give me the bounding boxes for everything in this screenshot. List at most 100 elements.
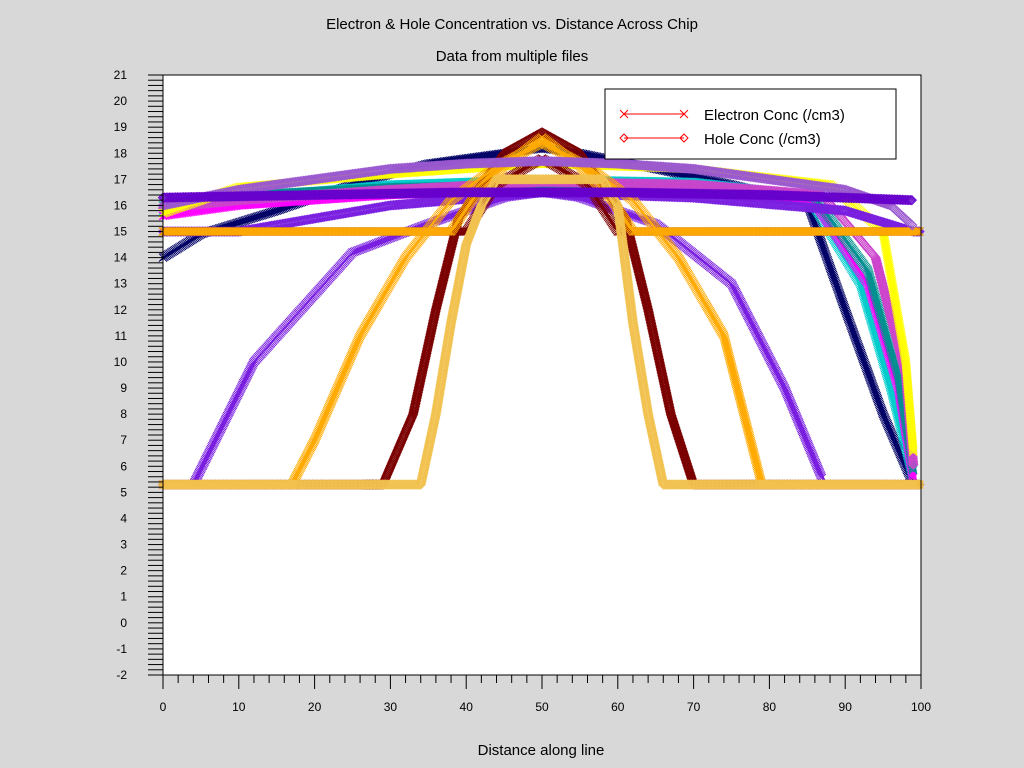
data-point: [834, 288, 844, 298]
data-point: [857, 350, 866, 359]
data-point: [817, 240, 827, 250]
data-point: [869, 382, 878, 392]
data-point: [822, 252, 831, 262]
data-point: [884, 422, 894, 432]
data-point: [840, 305, 850, 315]
data-point: [872, 391, 881, 401]
data-point: [850, 332, 860, 341]
data-point: [855, 345, 865, 355]
data-point: [827, 267, 837, 277]
data-point: [843, 312, 853, 322]
data-point: [859, 356, 868, 365]
data-point: [883, 421, 893, 431]
data-point: [881, 417, 891, 426]
data-point: [861, 363, 871, 373]
data-point: [834, 287, 844, 297]
data-point: [857, 351, 867, 361]
data-point: [883, 420, 892, 429]
data-point: [888, 431, 897, 441]
data-point: [841, 306, 851, 316]
data-point: [886, 428, 896, 438]
data-point: [836, 291, 845, 301]
data-point: [828, 270, 838, 280]
data-point: [850, 330, 859, 340]
data-point: [851, 335, 861, 344]
data-point: [892, 440, 901, 450]
data-point: [815, 234, 825, 244]
data-point: [844, 315, 854, 325]
data-point: [890, 437, 900, 447]
data-point: [863, 368, 873, 377]
data-point: [816, 236, 825, 245]
data-point: [864, 371, 874, 380]
data-point: [852, 338, 862, 347]
data-point: [878, 409, 888, 419]
data-point: [881, 415, 890, 425]
data-point: [828, 269, 837, 278]
chart-subtitle: Data from multiple files: [436, 48, 589, 65]
data-point: [873, 394, 883, 404]
data-point: [830, 275, 839, 285]
data-point: [893, 443, 902, 453]
data-point: [856, 348, 866, 358]
data-point: [912, 452, 914, 454]
data-point: [860, 360, 870, 370]
data-point: [853, 341, 863, 350]
data-point: [847, 323, 857, 333]
data-point: [848, 326, 858, 336]
data-point: [871, 390, 881, 400]
data-point: [860, 359, 870, 368]
data-point: [816, 237, 826, 247]
data-point: [885, 425, 895, 435]
data-point: [825, 261, 835, 271]
data-point: [871, 388, 880, 398]
data-point: [870, 387, 880, 397]
data-point: [833, 285, 843, 295]
data-point: [862, 365, 872, 374]
data-point: [846, 321, 856, 331]
data-point: [839, 300, 848, 310]
data-point: [837, 296, 847, 306]
data-point: [849, 329, 859, 338]
data-point: [889, 434, 899, 444]
data-point: [885, 424, 894, 434]
data-point: [880, 412, 889, 422]
data-point: [840, 303, 850, 313]
data-point: [853, 339, 863, 349]
data-point: [872, 393, 882, 403]
data-point: [838, 299, 848, 309]
data-point: [887, 430, 897, 440]
data-point: [890, 436, 899, 445]
data-point: [854, 344, 864, 353]
data-point: [861, 362, 871, 371]
data-point: [821, 249, 830, 259]
data-point: [831, 279, 841, 289]
data-point: [879, 411, 889, 420]
data-point: [876, 402, 885, 412]
data-point: [821, 251, 831, 260]
data-point: [852, 336, 861, 346]
data-point: [876, 403, 886, 413]
data-point: [854, 342, 864, 352]
data-point: [841, 308, 851, 318]
data-point: [877, 405, 886, 415]
data-point: [870, 385, 879, 395]
data-point: [874, 399, 884, 409]
data-point: [851, 333, 860, 343]
data-point: [826, 266, 836, 275]
data-point: [867, 378, 877, 388]
data-point: [886, 427, 896, 437]
series-layer: [157, 127, 925, 490]
data-point: [892, 442, 902, 451]
data-point: [823, 255, 832, 265]
data-point: [833, 284, 843, 294]
data-point: [877, 406, 887, 416]
data-point: [863, 366, 872, 376]
data-point: [856, 347, 865, 356]
data-point: [848, 327, 858, 337]
data-point: [839, 302, 849, 312]
data-point: [843, 311, 852, 321]
data-point: [829, 273, 839, 283]
data-point: [846, 320, 855, 330]
